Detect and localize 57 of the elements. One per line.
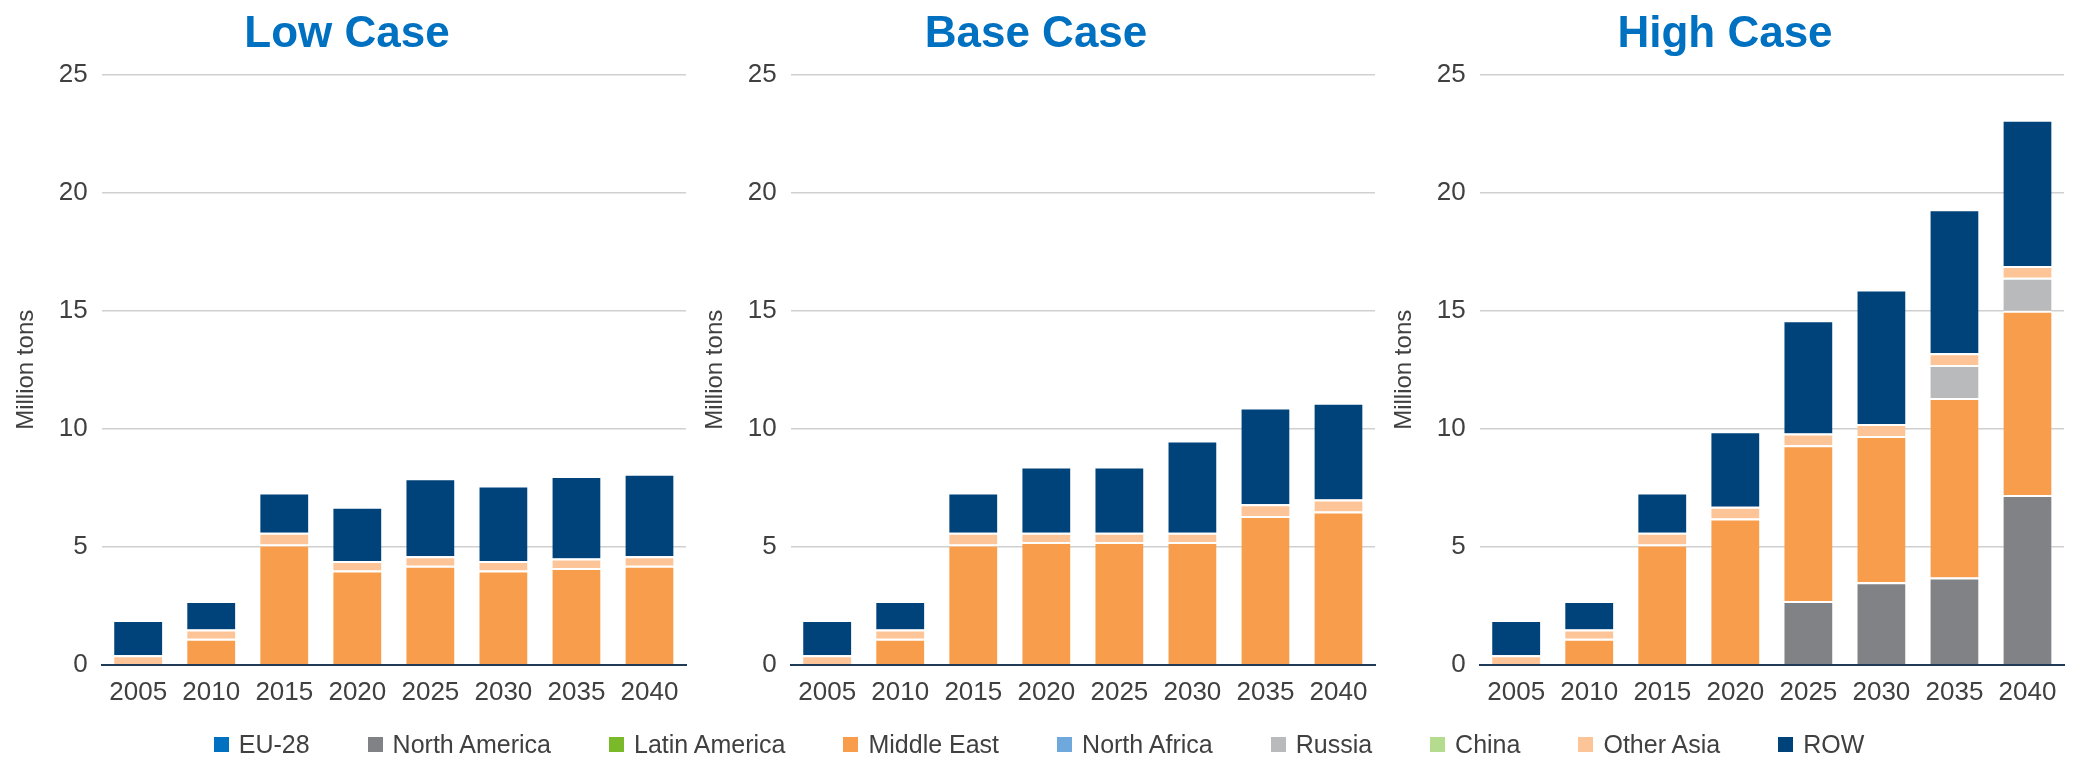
- y-tick-label: 0: [73, 647, 88, 678]
- y-tick-label: 5: [73, 529, 88, 560]
- x-tick-label: 2030: [474, 675, 533, 706]
- x-tick-label: 2010: [871, 675, 930, 706]
- y-tick-label: 15: [58, 293, 88, 324]
- legend-label: North Africa: [1082, 730, 1213, 759]
- x-tick-label: 2015: [1633, 675, 1692, 706]
- x-tick-label: 2040: [620, 675, 679, 706]
- legend-label: Middle East: [868, 730, 1000, 759]
- x-tick-label: 2010: [1560, 675, 1619, 706]
- chart-title: Low Case: [244, 6, 450, 56]
- legend-label: ROW: [1803, 730, 1865, 759]
- y-tick-label: 5: [762, 529, 777, 560]
- y-axis-title: Million tons: [700, 309, 728, 430]
- legend-label: North America: [392, 730, 551, 759]
- x-tick-label: 2020: [1706, 675, 1765, 706]
- y-tick-label: 25: [1436, 57, 1466, 88]
- y-tick-label: 0: [1451, 647, 1466, 678]
- x-tick-label: 2025: [401, 675, 460, 706]
- chart-title: Base Case: [924, 6, 1148, 56]
- y-tick-label: 0: [762, 647, 777, 678]
- legend-label: Latin America: [633, 730, 786, 759]
- x-tick-label: 2005: [109, 675, 168, 706]
- x-tick-label: 2010: [182, 675, 241, 706]
- y-tick-label: 15: [1436, 293, 1466, 324]
- y-tick-label: 20: [1436, 175, 1466, 206]
- y-tick-label: 5: [1451, 529, 1466, 560]
- y-tick-label: 10: [58, 411, 88, 442]
- y-axis-title: Million tons: [11, 309, 39, 430]
- x-tick-label: 2040: [1998, 675, 2057, 706]
- x-tick-label: 2020: [1017, 675, 1076, 706]
- legend-label: China: [1455, 730, 1521, 759]
- x-tick-label: 2035: [1925, 675, 1984, 706]
- x-tick-label: 2020: [328, 675, 387, 706]
- y-tick-label: 10: [1436, 411, 1466, 442]
- y-axis-title: Million tons: [1389, 309, 1417, 430]
- y-tick-label: 25: [747, 57, 777, 88]
- x-tick-label: 2030: [1852, 675, 1911, 706]
- y-tick-label: 25: [58, 57, 88, 88]
- x-tick-label: 2035: [1236, 675, 1295, 706]
- x-tick-label: 2005: [1487, 675, 1546, 706]
- y-tick-label: 20: [58, 175, 88, 206]
- x-tick-label: 2025: [1090, 675, 1149, 706]
- x-tick-label: 2035: [547, 675, 606, 706]
- legend-label: EU-28: [238, 730, 310, 759]
- x-tick-label: 2005: [798, 675, 857, 706]
- y-tick-label: 20: [747, 175, 777, 206]
- legend-label: Other Asia: [1603, 730, 1721, 759]
- y-tick-label: 15: [747, 293, 777, 324]
- x-tick-label: 2040: [1309, 675, 1368, 706]
- x-tick-label: 2030: [1163, 675, 1222, 706]
- y-tick-label: 10: [747, 411, 777, 442]
- legend-label: Russia: [1295, 730, 1373, 759]
- x-tick-label: 2015: [944, 675, 1003, 706]
- chart-title: High Case: [1617, 6, 1833, 56]
- x-tick-label: 2025: [1779, 675, 1838, 706]
- x-tick-label: 2015: [255, 675, 314, 706]
